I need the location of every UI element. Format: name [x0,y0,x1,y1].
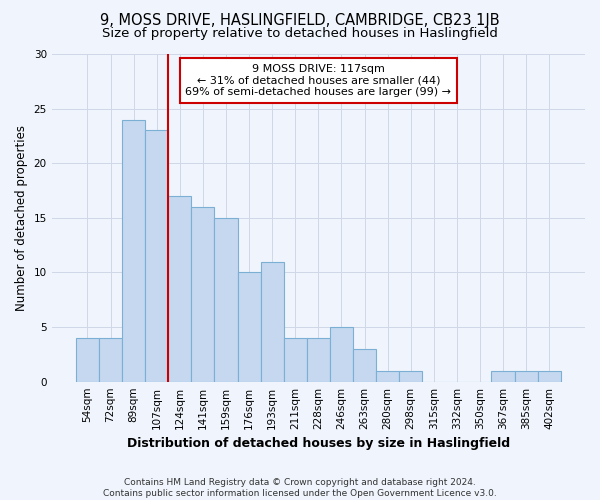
Bar [399,371,422,382]
Text: 9, MOSS DRIVE, HASLINGFIELD, CAMBRIDGE, CB23 1JB: 9, MOSS DRIVE, HASLINGFIELD, CAMBRIDGE, … [100,12,500,28]
X-axis label: Distribution of detached houses by size in Haslingfield: Distribution of detached houses by size … [127,437,510,450]
Bar [515,371,538,382]
Text: Contains HM Land Registry data © Crown copyright and database right 2024.
Contai: Contains HM Land Registry data © Crown c… [103,478,497,498]
Text: Size of property relative to detached houses in Haslingfield: Size of property relative to detached ho… [102,28,498,40]
Bar [491,371,515,382]
Bar [191,207,214,382]
Bar [99,338,122,382]
Bar [353,349,376,382]
Bar [122,120,145,382]
Bar [168,196,191,382]
Bar [376,371,399,382]
Bar [238,272,260,382]
Bar [284,338,307,382]
Bar [538,371,561,382]
Bar [76,338,99,382]
Bar [145,130,168,382]
Y-axis label: Number of detached properties: Number of detached properties [15,125,28,311]
Bar [307,338,330,382]
Text: 9 MOSS DRIVE: 117sqm
← 31% of detached houses are smaller (44)
69% of semi-detac: 9 MOSS DRIVE: 117sqm ← 31% of detached h… [185,64,451,97]
Bar [260,262,284,382]
Bar [330,327,353,382]
Bar [214,218,238,382]
